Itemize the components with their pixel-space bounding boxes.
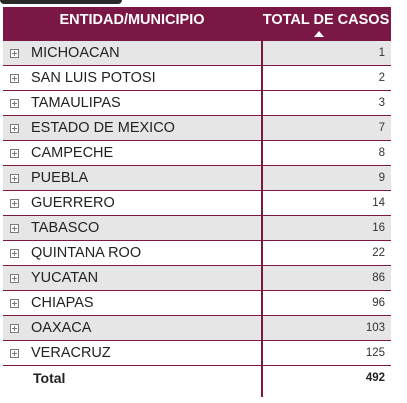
row-entity-name: CAMPECHE [31, 145, 114, 161]
column-divider [261, 41, 263, 397]
row-entity-name: MICHOACAN [31, 45, 120, 61]
column-header-total-cases[interactable]: TOTAL DE CASOS [261, 7, 391, 41]
table-row: TAMAULIPAS 3 [3, 91, 391, 116]
row-total-value: 8 [378, 147, 385, 159]
expand-plus-icon[interactable] [10, 123, 19, 133]
row-entity-name: TAMAULIPAS [31, 95, 121, 111]
row-total-value: 103 [365, 322, 385, 334]
expand-plus-icon[interactable] [10, 73, 19, 83]
row-total-value: 3 [378, 97, 385, 109]
row-total-value: 2 [378, 72, 385, 84]
table-row: TABASCO 16 [3, 216, 391, 241]
expand-plus-icon[interactable] [10, 298, 19, 308]
table-row: VERACRUZ 125 [3, 341, 391, 366]
row-total-value: 7 [378, 122, 385, 134]
row-total-value: 9 [378, 172, 385, 184]
table-row: CHIAPAS 96 [3, 291, 391, 316]
cases-matrix-table: ENTIDAD/MUNICIPIO TOTAL DE CASOS MICHOAC… [3, 7, 391, 397]
expand-plus-icon[interactable] [10, 148, 19, 158]
sort-ascending-icon [314, 31, 324, 37]
expand-plus-icon[interactable] [10, 248, 19, 258]
row-total-value: 16 [372, 222, 385, 234]
table-row: PUEBLA 9 [3, 166, 391, 191]
column-header-entity[interactable]: ENTIDAD/MUNICIPIO [59, 12, 205, 28]
table-row: QUINTANA ROO 22 [3, 241, 391, 266]
row-entity-name: CHIAPAS [31, 295, 94, 311]
table-total-row: Total 492 [3, 366, 391, 390]
table-row: YUCATAN 86 [3, 266, 391, 291]
row-entity-name: YUCATAN [31, 270, 99, 286]
row-entity-name: GUERRERO [31, 195, 115, 211]
expand-plus-icon[interactable] [10, 98, 19, 108]
row-total-value: 1 [378, 47, 385, 59]
row-entity-name: TABASCO [31, 220, 100, 236]
table-row: OAXACA 103 [3, 316, 391, 341]
expand-plus-icon[interactable] [10, 198, 19, 208]
row-entity-name: SAN LUIS POTOSI [31, 70, 156, 86]
column-header-total-label: TOTAL DE CASOS [262, 12, 390, 28]
row-entity-name: ESTADO DE MEXICO [31, 120, 175, 136]
total-label: Total [33, 370, 66, 386]
table-row: MICHOACAN 1 [3, 41, 391, 66]
expand-plus-icon[interactable] [10, 323, 19, 333]
row-total-value: 22 [372, 247, 385, 259]
table-row: ESTADO DE MEXICO 7 [3, 116, 391, 141]
expand-plus-icon[interactable] [10, 348, 19, 358]
row-entity-name: QUINTANA ROO [31, 245, 142, 261]
table-body: MICHOACAN 1 SAN LUIS POTOSI 2 TAMAULIPAS… [3, 41, 391, 366]
window-tab-strip [0, 0, 122, 4]
row-total-value: 86 [372, 272, 385, 284]
expand-plus-icon[interactable] [10, 273, 19, 283]
expand-plus-icon[interactable] [10, 48, 19, 58]
row-entity-name: PUEBLA [31, 170, 89, 186]
row-entity-name: VERACRUZ [31, 345, 111, 361]
expand-plus-icon[interactable] [10, 173, 19, 183]
table-row: SAN LUIS POTOSI 2 [3, 66, 391, 91]
row-entity-name: OAXACA [31, 320, 92, 336]
row-total-value: 96 [372, 297, 385, 309]
table-row: GUERRERO 14 [3, 191, 391, 216]
row-total-value: 14 [372, 197, 385, 209]
row-total-value: 125 [365, 347, 385, 359]
table-row: CAMPECHE 8 [3, 141, 391, 166]
table-header: ENTIDAD/MUNICIPIO TOTAL DE CASOS [3, 7, 391, 41]
expand-plus-icon[interactable] [10, 223, 19, 233]
total-value: 492 [365, 372, 385, 384]
